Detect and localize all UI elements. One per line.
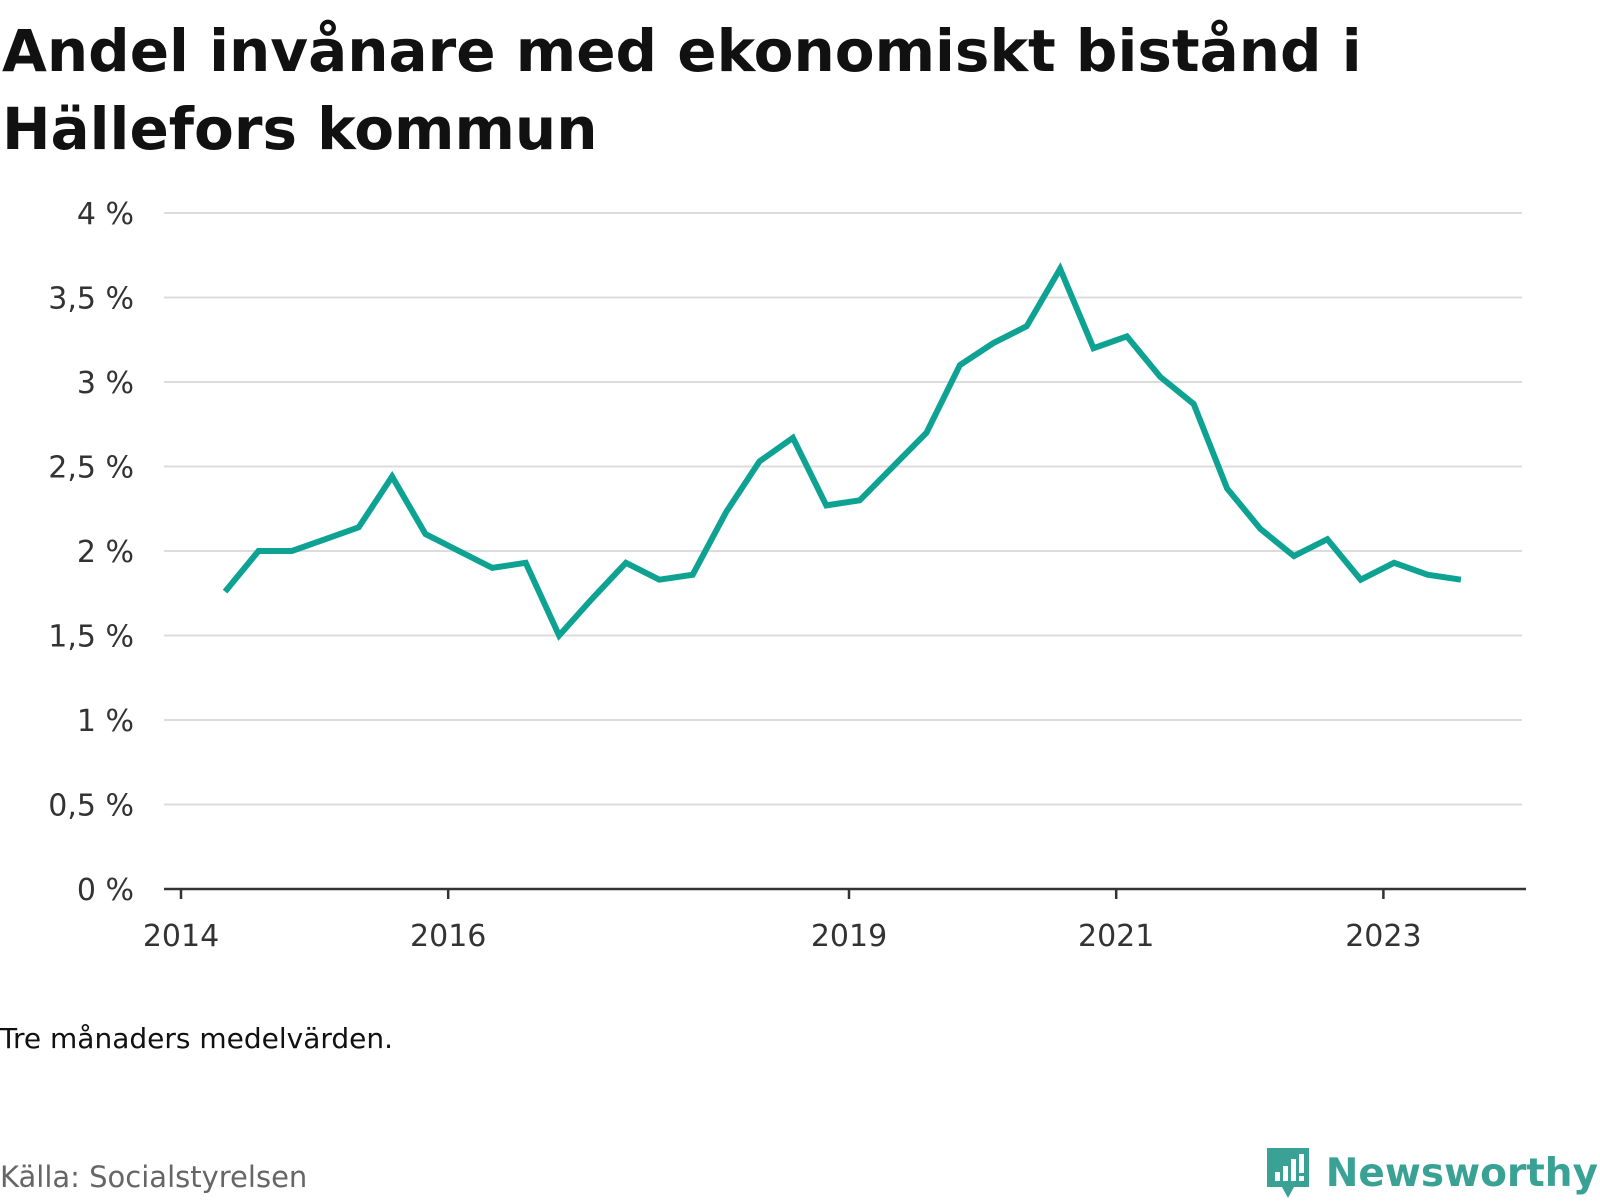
x-tick-label: 2016	[410, 919, 486, 954]
line-chart: 0 % 0,5 % 1 % 1,5 % 2 % 2,5 % 3 % 3,5 % 4 % 2014…	[48, 197, 1526, 954]
newsworthy-logo-icon	[1266, 1148, 1309, 1198]
y-tick-label: 1,5 %	[48, 620, 134, 655]
y-tick-label: 0 %	[77, 873, 134, 908]
chart-title: Andel invånare med ekonomiskt bistånd i …	[2, 17, 1362, 163]
y-tick-label: 2 %	[77, 535, 134, 570]
x-tick-label: 2014	[143, 919, 219, 954]
y-tick-label: 3 %	[77, 366, 134, 401]
grid-lines	[164, 212, 1522, 806]
chart-note: Tre månaders medelvärden.	[0, 1022, 394, 1055]
brand-name: Newsworthy	[1325, 1150, 1598, 1196]
brand-logo: Newsworthy	[1264, 1143, 1598, 1203]
y-tick-label: 0,5 %	[48, 789, 134, 824]
x-tick-label: 2023	[1345, 919, 1421, 954]
y-tick-label: 1 %	[77, 704, 134, 739]
y-tick-label: 3,5 %	[48, 282, 134, 317]
source-text: Källa: Socialstyrelsen	[0, 1160, 308, 1194]
x-axis-ticks: 2014 2016 2019 2021 2023	[143, 889, 1422, 954]
y-tick-label: 2,5 %	[48, 451, 134, 486]
series-line	[222, 262, 1462, 641]
data-series	[222, 262, 1462, 641]
x-tick-label: 2021	[1078, 919, 1154, 954]
y-axis-tick-labels: 0 % 0,5 % 1 % 1,5 % 2 % 2,5 % 3 % 3,5 % 4 %	[48, 197, 134, 908]
x-tick-label: 2019	[811, 919, 887, 954]
y-tick-label: 4 %	[77, 197, 134, 232]
